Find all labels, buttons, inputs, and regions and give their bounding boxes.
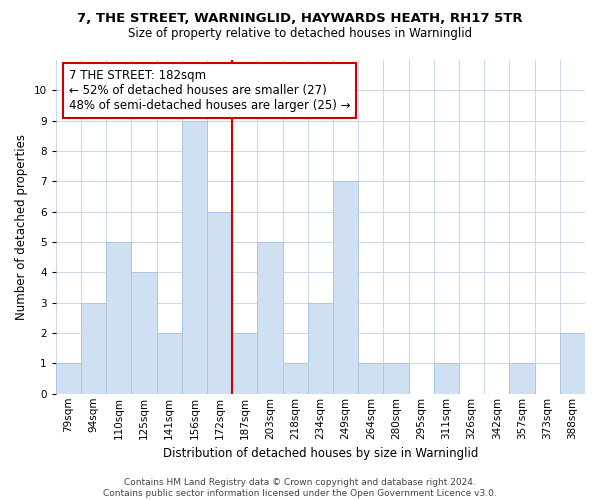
Text: 7 THE STREET: 182sqm
← 52% of detached houses are smaller (27)
48% of semi-detac: 7 THE STREET: 182sqm ← 52% of detached h… [69,69,350,112]
Bar [157,333,182,394]
Bar [333,182,358,394]
Bar [383,364,409,394]
Bar [106,242,131,394]
Text: Size of property relative to detached houses in Warninglid: Size of property relative to detached ho… [128,28,472,40]
Bar [232,333,257,394]
Bar [257,242,283,394]
Bar [358,364,383,394]
Bar [283,364,308,394]
Bar [81,302,106,394]
Y-axis label: Number of detached properties: Number of detached properties [15,134,28,320]
X-axis label: Distribution of detached houses by size in Warninglid: Distribution of detached houses by size … [163,447,478,460]
Bar [560,333,585,394]
Bar [308,302,333,394]
Bar [131,272,157,394]
Text: Contains HM Land Registry data © Crown copyright and database right 2024.
Contai: Contains HM Land Registry data © Crown c… [103,478,497,498]
Bar [207,212,232,394]
Text: 7, THE STREET, WARNINGLID, HAYWARDS HEATH, RH17 5TR: 7, THE STREET, WARNINGLID, HAYWARDS HEAT… [77,12,523,26]
Bar [434,364,459,394]
Bar [56,364,81,394]
Bar [182,120,207,394]
Bar [509,364,535,394]
